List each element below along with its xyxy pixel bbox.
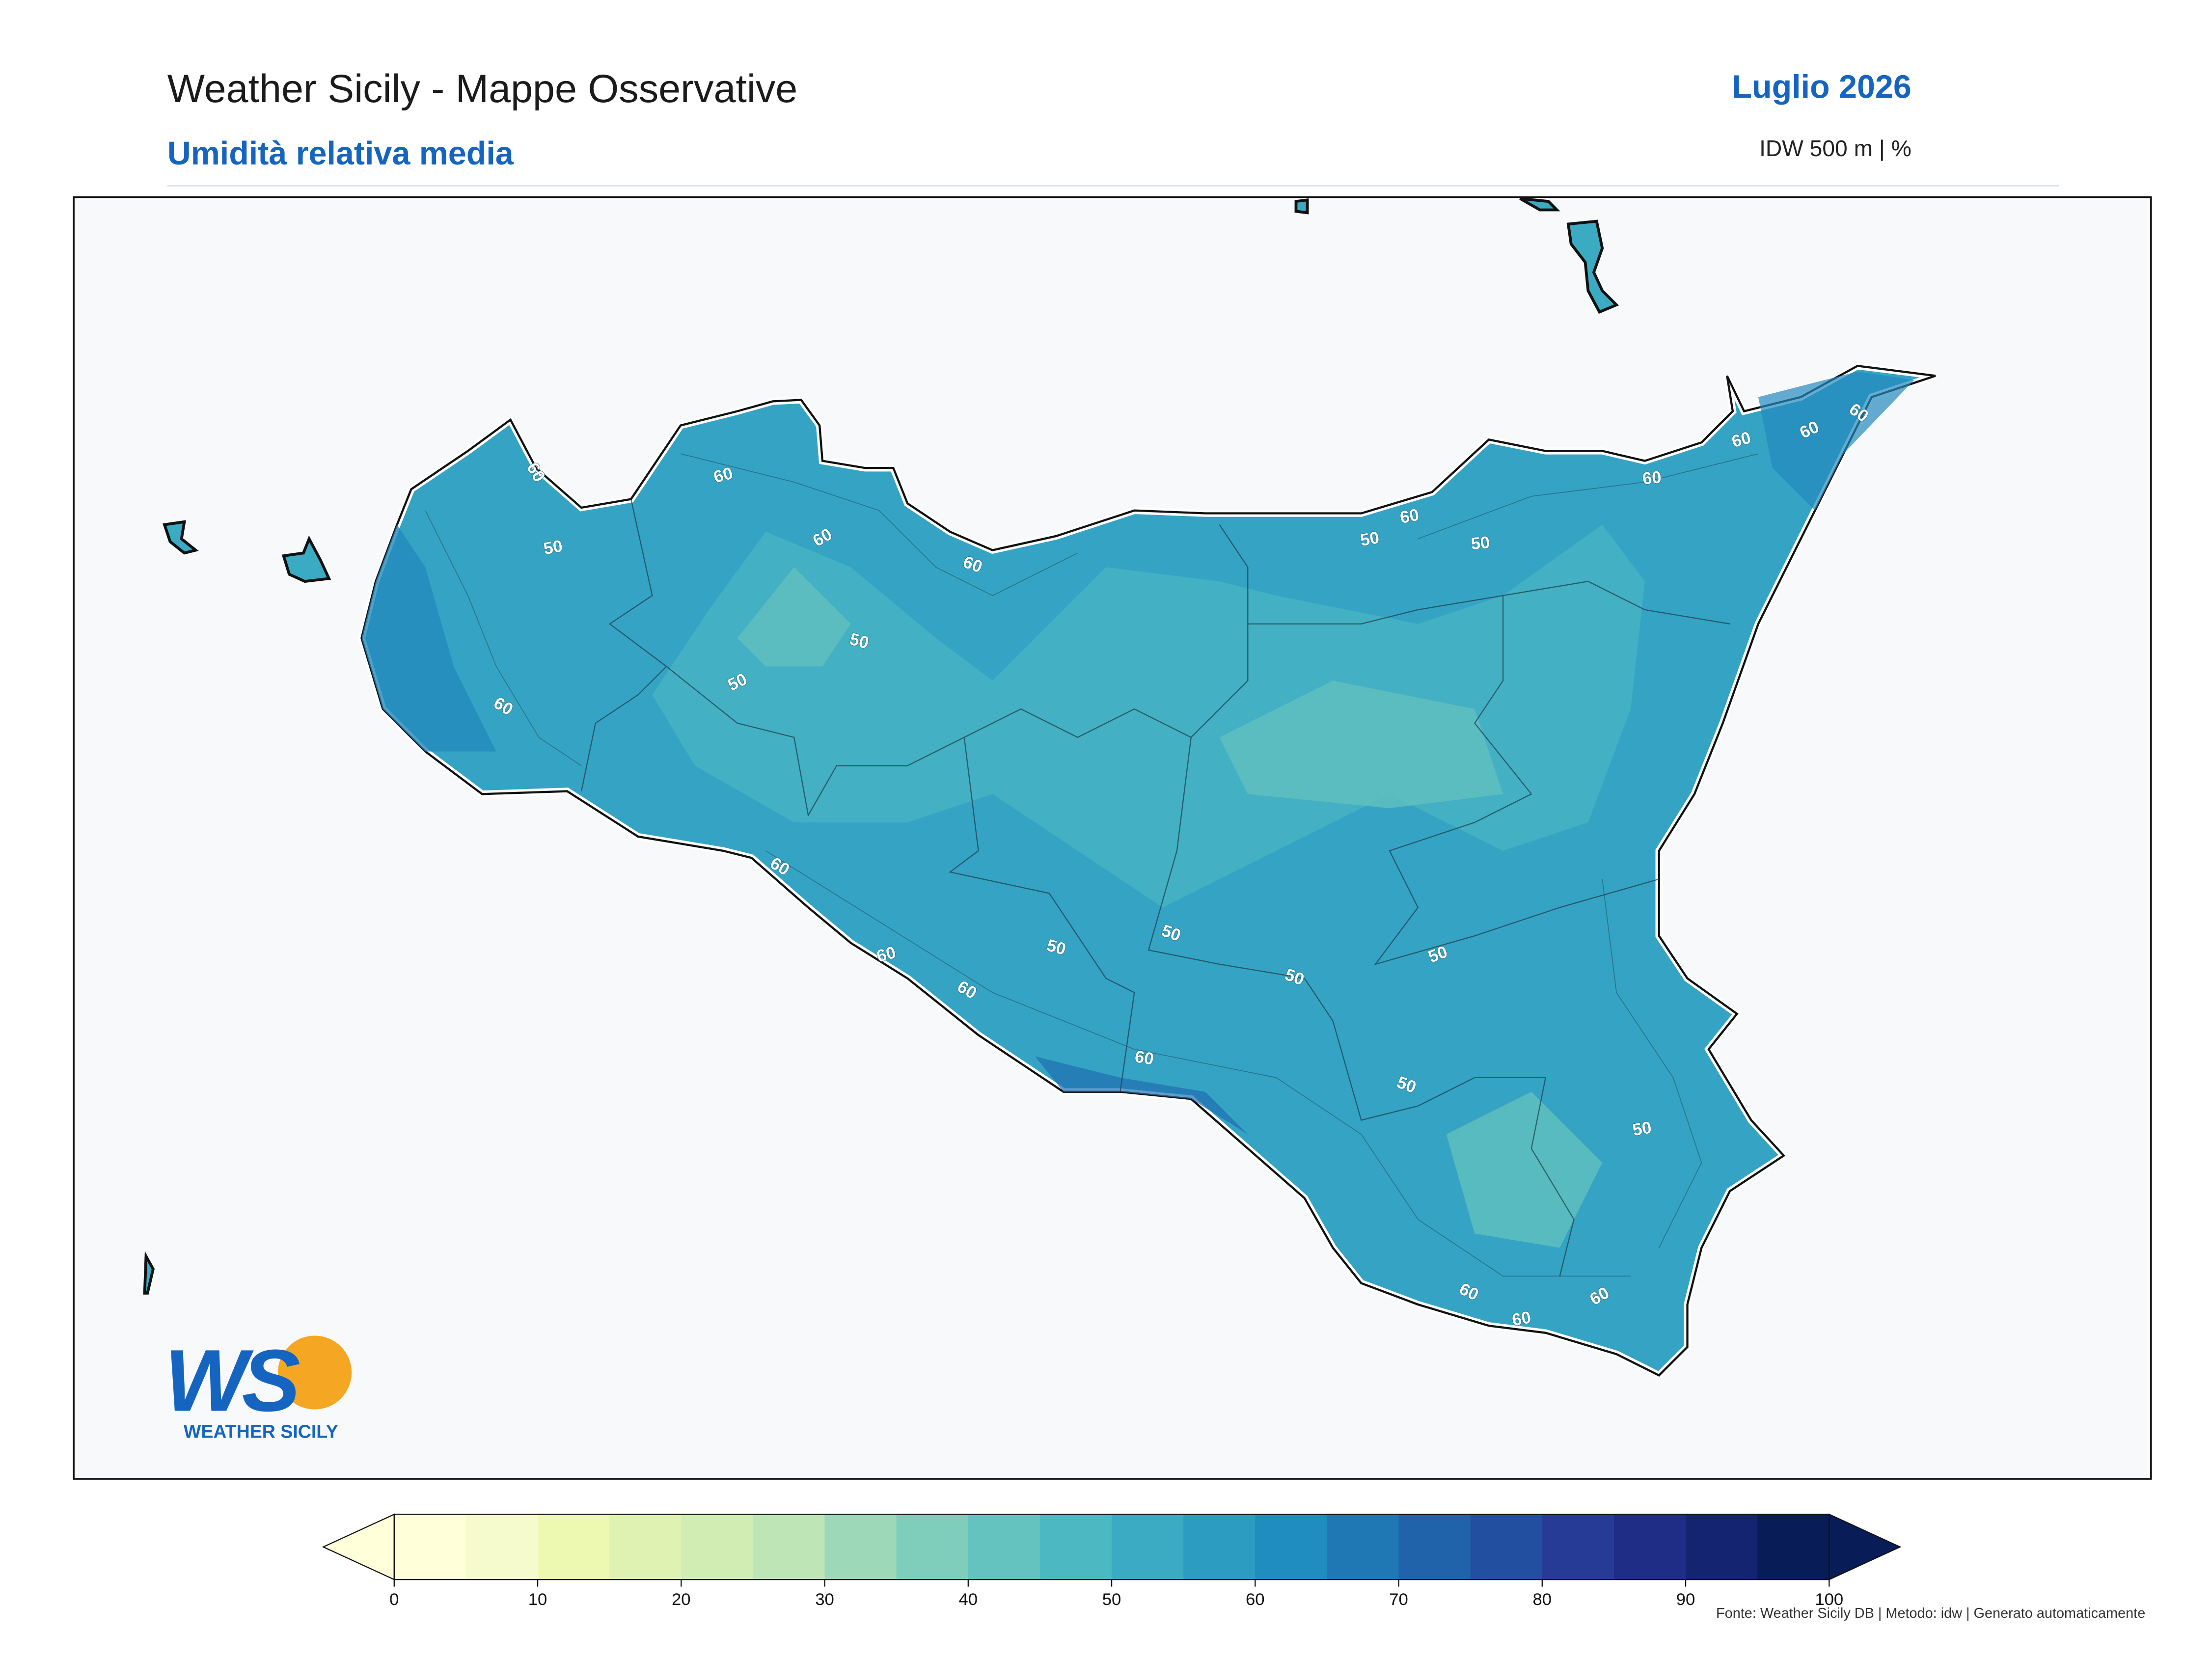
page-title: Weather Sicily - Mappe Osservative (167, 67, 797, 111)
colorbar-bin (1613, 1514, 1687, 1580)
colorbar-bin (968, 1514, 1041, 1580)
contour-label: 50 (1470, 533, 1491, 553)
colorbar-bin (538, 1514, 610, 1580)
colorbar-tick-label: 10 (528, 1590, 547, 1609)
colorbar-bin (465, 1514, 539, 1580)
colorbar-bin (1686, 1514, 1758, 1580)
logo: WS WEATHER SICILY (164, 1332, 352, 1441)
colorbar-bin (1398, 1514, 1472, 1580)
colorbar-bin (896, 1514, 969, 1580)
contour-label: 50 (847, 630, 871, 653)
humid-zone (1035, 1056, 1248, 1135)
boundary (1502, 580, 1730, 625)
colorbar-bin (1327, 1514, 1399, 1580)
colorbar-bin (824, 1514, 898, 1580)
coastline (360, 364, 1936, 1377)
contour-label: 60 (1133, 1047, 1155, 1069)
isoline (1602, 879, 1702, 1248)
colorbar-tick-label: 30 (815, 1590, 834, 1609)
colorbar-bin (609, 1514, 682, 1580)
islands (143, 197, 1619, 1295)
island (1519, 197, 1560, 212)
island (1294, 198, 1309, 215)
island (143, 1251, 155, 1295)
isolines (425, 453, 1759, 1277)
colorbar-bin (394, 1514, 467, 1580)
colorbar-tick-label: 40 (959, 1590, 978, 1609)
colorbar-tick-label: 100 (1815, 1590, 1843, 1609)
colorbar-bin (1039, 1514, 1113, 1580)
colorbar-bin (1112, 1514, 1184, 1580)
contour-label: 60 (1510, 1308, 1532, 1330)
page-subtitle: Umidità relativa media (167, 136, 514, 172)
period: Luglio 2026 (1732, 69, 1911, 105)
province-boundaries (580, 499, 1730, 1277)
contour-label: 50 (1359, 528, 1381, 550)
colorbar-tick-label: 60 (1246, 1590, 1265, 1609)
boundary (1147, 737, 1575, 1277)
isoline (425, 510, 582, 766)
colorbar-bin (681, 1514, 754, 1580)
dry-zone (737, 567, 1603, 1248)
island (281, 535, 331, 583)
logo-mark: WS (164, 1332, 300, 1430)
island (1566, 219, 1619, 314)
humid-zone (1758, 371, 1914, 511)
contour-label: 50 (1631, 1118, 1653, 1140)
boundary (1248, 595, 1660, 965)
contour-label: 60 (1642, 468, 1663, 488)
boundary (666, 524, 1249, 817)
colorbar-tick-label: 50 (1102, 1590, 1121, 1609)
contour-label: 50 (542, 537, 564, 558)
colorbar-bin (753, 1514, 826, 1580)
colorbar-tick-label: 70 (1389, 1590, 1408, 1609)
colorbar-tick-label: 20 (672, 1590, 691, 1609)
logo-sun (278, 1335, 352, 1410)
colorbar-tick-label: 0 (389, 1590, 399, 1609)
logo-name: WEATHER SICILY (184, 1421, 338, 1441)
isoline (680, 453, 1078, 596)
humid-zone (361, 524, 496, 752)
contour-label: 60 (1398, 506, 1420, 527)
isoline (1418, 453, 1759, 540)
footer: Fonte: Weather Sicily DB | Metodo: idw |… (1716, 1605, 2145, 1621)
colorbar-bin (1255, 1514, 1328, 1580)
colorbar: 0 10 20 30 40 50 60 70 80 90 100 (322, 1513, 1902, 1609)
colorbar-bin (1470, 1514, 1543, 1580)
boundary (949, 737, 1135, 1092)
colorbar-tick-label: 90 (1676, 1590, 1695, 1609)
colorbar-bin (1542, 1514, 1615, 1580)
isoline (765, 850, 1631, 1277)
island (163, 520, 199, 555)
colorbar-bin (1183, 1514, 1256, 1580)
colorbar-tick-label: 80 (1533, 1590, 1552, 1609)
method: IDW 500 m | % (1759, 136, 1912, 161)
colorbar-bin (1757, 1514, 1830, 1580)
